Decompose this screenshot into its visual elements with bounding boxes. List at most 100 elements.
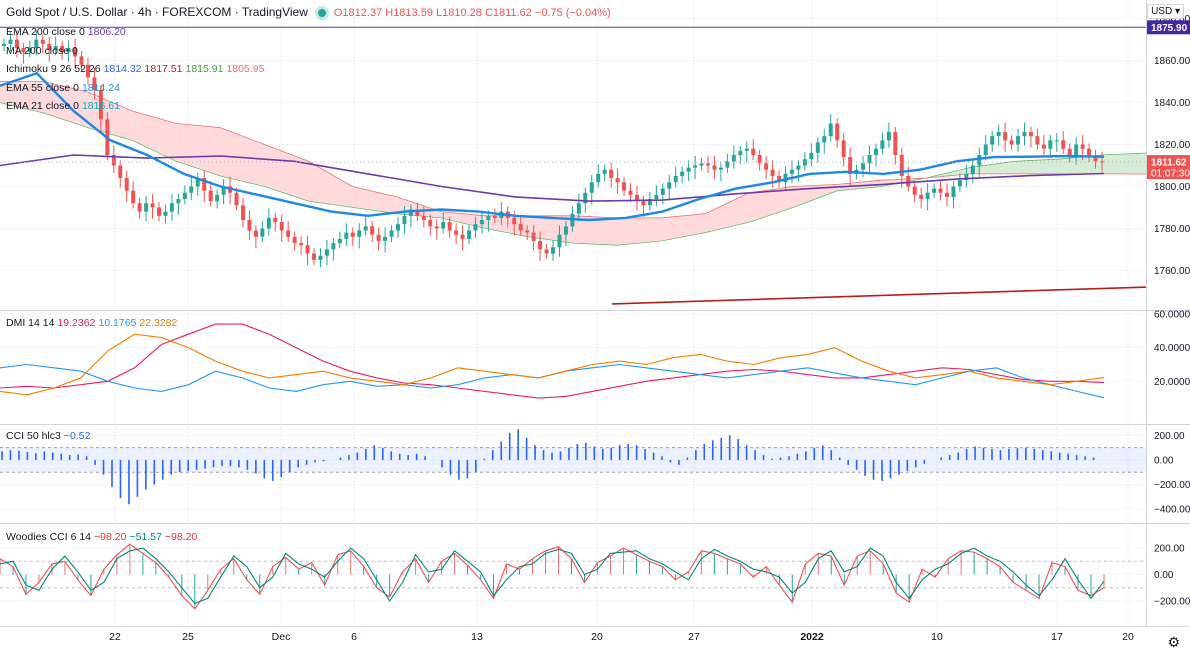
candle-body (1022, 131, 1027, 137)
legend-dmi-label: DMI 14 14 (6, 317, 55, 329)
candle-body (357, 230, 362, 237)
price-axis-tick-label: 1800.00 (1154, 182, 1190, 193)
dmi-series-line (0, 333, 1105, 396)
legend-woodies[interactable]: Woodies CCI 6 14 −98.20 −51.57 −98.20 (6, 531, 200, 543)
candle-body (628, 190, 633, 195)
candle-body (886, 131, 891, 141)
candle-body (531, 232, 536, 241)
candle-body (583, 192, 588, 204)
candle-body (14, 39, 19, 49)
candle-body (337, 238, 342, 244)
candle-body (893, 131, 898, 155)
ichimoku-cloud-segment (793, 184, 838, 208)
candle-body (796, 165, 801, 170)
candle-body (467, 230, 472, 239)
price-axis-tick-label: 1840.00 (1154, 98, 1190, 109)
price-axis-tick-label: 40.0000 (1154, 343, 1190, 354)
candle-body (660, 188, 665, 195)
candle-body (744, 148, 749, 151)
gear-icon[interactable]: ⚙ (1167, 634, 1180, 650)
candle-body (848, 157, 853, 174)
candle-body (912, 186, 917, 195)
candle-body (47, 43, 52, 51)
candle-body (615, 178, 620, 183)
candle-body (693, 165, 698, 168)
legend-main-item-value: 1814.32 (103, 63, 142, 76)
candle-body (880, 140, 885, 149)
price-axis-tick-label: −400.00 (1154, 505, 1190, 516)
candle-body (512, 217, 517, 225)
ema-55-line (0, 71, 1105, 222)
candle-body (460, 234, 465, 239)
legend-main-item[interactable]: MA 200 close 0 (6, 45, 81, 57)
candle-body (718, 167, 723, 170)
candle-body (421, 215, 426, 221)
legend-main-item-label: Ichimoku 9 26 52 26 (6, 63, 101, 76)
ichimoku-span-a-line (0, 102, 1147, 246)
candle-body (964, 173, 969, 181)
candle-body (447, 222, 452, 231)
candle-body (977, 155, 982, 166)
price-axis-tick-label: 1780.00 (1154, 224, 1190, 235)
candle-body (738, 150, 743, 155)
candle-body (809, 152, 814, 160)
candle-body (828, 123, 833, 137)
legend-dmi-value: 10.1765 (98, 317, 137, 329)
last-price-tag-bg (1147, 155, 1190, 180)
currency-selector[interactable]: USD ▾ (1147, 4, 1184, 19)
ichimoku-cloud-segment (484, 215, 529, 237)
candle-body (589, 182, 594, 193)
candle-body (996, 131, 1001, 137)
candle-body (861, 163, 866, 170)
candle-body (667, 182, 672, 189)
ema-200-line (0, 154, 1105, 202)
candle-body (725, 161, 730, 168)
candle-body (34, 39, 39, 49)
legend-main-item-value: 1815.91 (185, 63, 224, 76)
legend-main-item-value: 1817.51 (144, 63, 183, 76)
candle-body (318, 255, 323, 260)
price-axis-tick-label: 200.00 (1154, 431, 1185, 442)
symbol-title[interactable]: Gold Spot / U.S. Dollar · 4h · FOREXCOM … (6, 5, 308, 19)
candle-body (137, 203, 142, 212)
legend-main-item-label: EMA 21 close 0 (6, 100, 79, 113)
candle-body (286, 230, 291, 237)
time-axis-tick-label: 17 (1051, 631, 1063, 643)
legend-main-item-label: EMA 200 close 0 (6, 26, 85, 38)
candle-body (486, 215, 491, 221)
woodies-turbo-line (0, 547, 1105, 605)
candle-body (609, 169, 614, 179)
candle-body (312, 253, 317, 260)
market-status-icon (317, 8, 326, 17)
ichimoku-cloud-segment (661, 213, 706, 241)
legend-dmi[interactable]: DMI 14 14 19.2362 10.1765 22.3282 (6, 317, 180, 329)
legend-main-item[interactable]: EMA 55 close 0 1814.24 (6, 82, 123, 94)
last-price-tag: 1811.62 (1151, 158, 1187, 169)
candle-body (1087, 148, 1092, 158)
candle-body (1048, 140, 1053, 149)
dmi-series-line (0, 323, 1105, 399)
time-axis-tick-label: 22 (109, 631, 121, 643)
candle-body (479, 220, 484, 225)
legend-cci-label: CCI 50 hlc3 (6, 430, 61, 442)
legend-main-item-label: EMA 55 close 0 (6, 81, 79, 94)
time-axis-tick-label: 20 (591, 631, 603, 643)
candle-body (247, 220, 252, 231)
candle-body (408, 209, 413, 216)
candle-body (131, 190, 136, 204)
candle-body (157, 207, 162, 216)
candle-body (680, 171, 685, 176)
candle-body (1061, 140, 1066, 149)
ichimoku-cloud-segment (705, 192, 750, 233)
candle-body (273, 217, 278, 223)
legend-dmi-value: 22.3282 (139, 317, 178, 329)
legend-main-item[interactable]: Ichimoku 9 26 52 26 1814.32 1817.51 1815.91… (6, 63, 267, 75)
candle-body (1093, 157, 1098, 162)
candle-body (525, 230, 530, 233)
legend-main-item[interactable]: EMA 200 close 0 1806.20 (6, 26, 129, 38)
legend-cci[interactable]: CCI 50 hlc3 −0.52 (6, 430, 93, 442)
legend-main-item[interactable]: EMA 21 close 0 1816.61 (6, 100, 123, 112)
time-axis-tick-label: 27 (688, 631, 700, 643)
legend-main-item-label: MA 200 close 0 (6, 44, 78, 57)
